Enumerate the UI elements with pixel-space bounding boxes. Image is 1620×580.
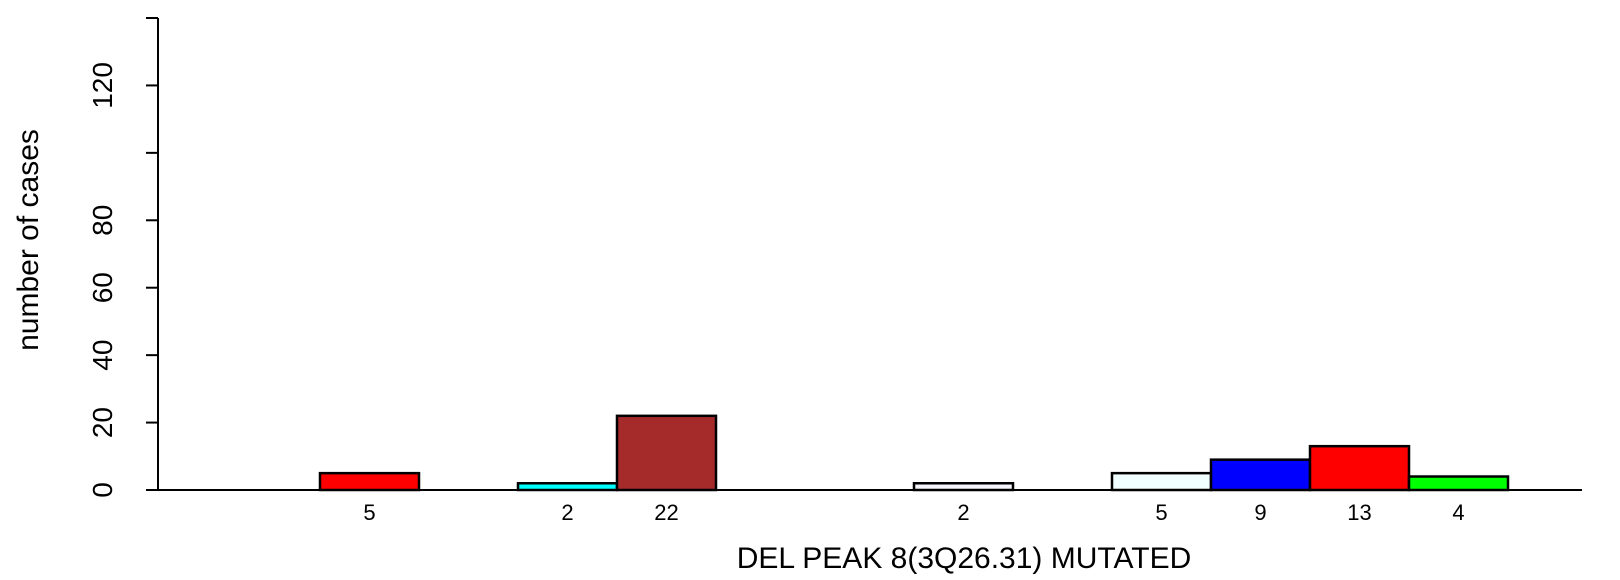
x-axis-title: DEL PEAK 8(3Q26.31) MUTATED: [737, 542, 1192, 575]
bar: [318, 471, 421, 492]
bar: [1308, 444, 1411, 492]
bar-value-label: 2: [957, 500, 969, 525]
y-axis: 0 20 40 60 80 120: [87, 17, 159, 498]
y-tick-label: 0: [87, 482, 118, 498]
value-labels-group: 5 2 22 2 5 9 13 4: [363, 500, 1464, 525]
y-axis-title: number of cases: [12, 129, 45, 351]
y-tick-label: 60: [87, 272, 118, 303]
y-tick-label: 120: [87, 62, 118, 109]
bar: [1209, 458, 1312, 492]
bar: [516, 482, 619, 492]
bar: [912, 482, 1015, 492]
bar-value-label: 5: [1155, 500, 1167, 525]
y-tick-label: 80: [87, 205, 118, 236]
bars-group: [318, 414, 1510, 492]
bar: [1407, 475, 1510, 492]
y-tick-label: 20: [87, 407, 118, 438]
bar-value-label: 2: [561, 500, 573, 525]
bar: [615, 414, 718, 492]
bar-value-label: 9: [1254, 500, 1266, 525]
y-tick-label: 40: [87, 340, 118, 371]
bar: [1110, 471, 1213, 492]
bar-value-label: 13: [1347, 500, 1371, 525]
bar-value-label: 5: [363, 500, 375, 525]
bar-value-label: 4: [1452, 500, 1464, 525]
bar-value-label: 22: [654, 500, 678, 525]
